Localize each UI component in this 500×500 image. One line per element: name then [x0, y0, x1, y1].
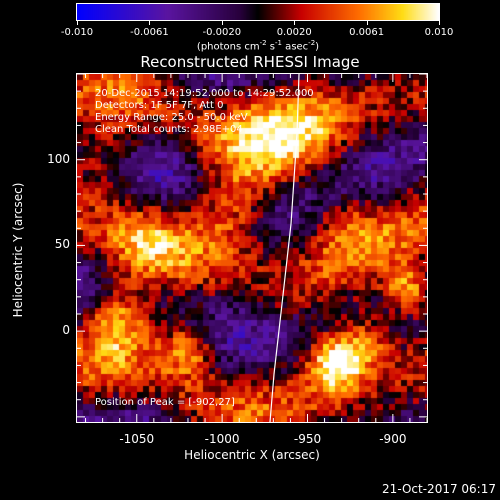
rhessi-image: [77, 74, 427, 422]
energy-range: Energy Range: 25.0 - 50.0 keV: [95, 112, 248, 123]
image-plot[interactable]: 20-Dec-2015 14:19:52.000 to 14:29:52.000…: [76, 73, 428, 423]
colorbar-tick-label: 0.0061: [349, 27, 385, 38]
colorbar-tick: [366, 20, 368, 25]
colorbar-tick-label: -0.0061: [130, 27, 169, 38]
colorbar-tick: [149, 20, 151, 25]
colorbar-tick: [77, 20, 78, 25]
colorbar-units: (photons cm-2 s-1 asec-2): [196, 39, 320, 53]
plot-title: Reconstructed RHESSI Image: [140, 53, 360, 71]
time-range: 20-Dec-2015 14:19:52.000 to 14:29:52.000: [95, 88, 314, 99]
x-axis-label: Heliocentric X (arcsec): [184, 448, 320, 462]
colorbar-tick-label: -0.010: [60, 27, 94, 38]
y-tick-label: 50: [54, 237, 70, 252]
colorbar-tick-label: 0.010: [424, 27, 454, 38]
peak-position: Position of Peak = [-902,27]: [95, 397, 235, 408]
x-tick-label: -1050: [119, 432, 155, 446]
colorbar-tick: [221, 20, 223, 25]
axis-ticks: [77, 74, 427, 422]
colorbar: [76, 3, 440, 21]
x-tick-label: -950: [293, 432, 322, 446]
colorbar-tick: [439, 20, 440, 25]
x-tick-label: -900: [379, 432, 407, 446]
detectors-info: Detectors: 1F 5F 7F, Att 0: [95, 100, 224, 111]
solar-limb: [269, 74, 300, 422]
footer-timestamp: 21-Oct-2017 06:17: [382, 482, 496, 496]
colorbar-tick: [294, 20, 296, 25]
x-tick-label: -1000: [204, 432, 240, 446]
y-tick-label: 100: [47, 151, 70, 166]
y-tick-label: 0: [62, 323, 70, 338]
colorbar-tick-label: -0.0020: [202, 27, 242, 38]
y-axis-label: Heliocentric Y (arcsec): [11, 182, 25, 318]
colorbar-tick-label: 0.0020: [276, 27, 312, 38]
clean-info: Clean Total counts: 2.98E+04: [95, 124, 243, 135]
